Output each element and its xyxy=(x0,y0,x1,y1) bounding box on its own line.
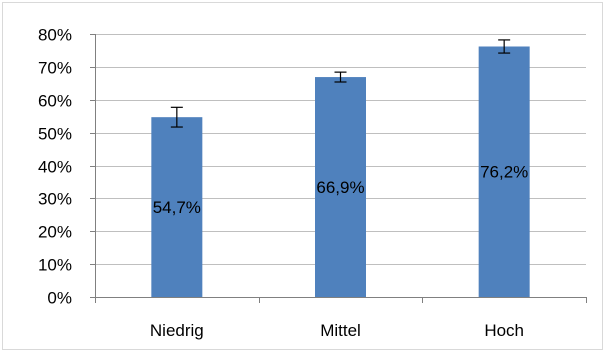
y-tick-label: 60% xyxy=(38,92,72,111)
labels: 0% 10% 20% 30% 40% 50% 60% 70% 80% 54,7% Niedrig 66… xyxy=(38,26,528,341)
y-tick-label: 20% xyxy=(38,223,72,242)
y-tick-label: 40% xyxy=(38,158,72,177)
x-tick-label: Hoch xyxy=(484,321,524,340)
bar xyxy=(151,117,203,297)
y-tick-label: 0% xyxy=(47,289,72,308)
x-tick-label: Mittel xyxy=(320,321,361,340)
error-bars xyxy=(170,39,511,128)
data-label: 54,7% xyxy=(153,198,201,217)
bar xyxy=(478,46,530,298)
y-tick-label: 10% xyxy=(38,256,72,275)
y-tick-label: 80% xyxy=(38,26,72,45)
axes xyxy=(90,34,587,303)
bars xyxy=(151,46,530,298)
bar xyxy=(315,77,366,297)
y-tick-label: 70% xyxy=(38,59,72,78)
data-label: 66,9% xyxy=(316,178,364,197)
x-tick-label: Niedrig xyxy=(150,321,204,340)
y-tick-label: 30% xyxy=(38,190,72,209)
y-tick-label: 50% xyxy=(38,125,72,144)
data-label: 76,2% xyxy=(480,163,528,182)
